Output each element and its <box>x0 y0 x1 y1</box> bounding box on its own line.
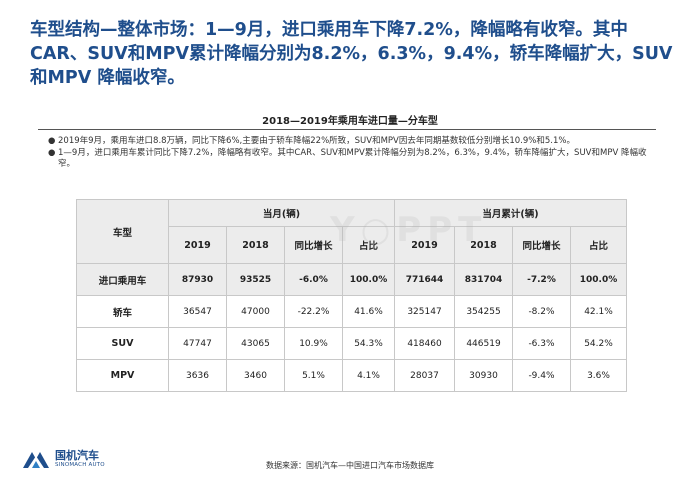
table-cell: 5.1% <box>284 359 343 392</box>
table-cell: 100.0% <box>342 263 395 296</box>
row-label: SUV <box>76 327 169 360</box>
table-title: 2018—2019年乘用车进口量—分车型 <box>262 116 438 127</box>
table-cell: 36547 <box>168 295 227 328</box>
row-label: 轿车 <box>76 295 169 328</box>
table-cell: 87930 <box>168 263 227 296</box>
header-group-cumulative: 当月累计(辆) <box>394 199 627 227</box>
header-model: 车型 <box>76 199 169 264</box>
table-subheader-row: 2019 2018 同比增长 占比 2019 2018 同比增长 占比 <box>77 226 627 264</box>
table-cell: 93525 <box>226 263 285 296</box>
table-cell: -9.4% <box>512 359 571 392</box>
note-item: ● 1—9月，进口乘用车累计同比下降7.2%，降幅略有收窄。其中CAR、SUV和M… <box>48 148 658 171</box>
slide-headline: 车型结构—整体市场：1—9月，进口乘用车下降7.2%，降幅略有收窄。其中CAR、… <box>30 20 673 88</box>
header-col: 占比 <box>570 226 627 264</box>
note-item: ● 2019年9月，乘用车进口8.8万辆，同比下降6%,主要由于轿车降幅22%所致… <box>48 136 658 148</box>
header-col: 同比增长 <box>512 226 571 264</box>
table-cell: 3636 <box>168 359 227 392</box>
table-cell: -22.2% <box>284 295 343 328</box>
notes-list: ● 2019年9月，乘用车进口8.8万辆，同比下降6%,主要由于轿车降幅22%所致… <box>48 136 658 171</box>
header-col: 2019 <box>168 226 227 264</box>
table-cell: 4.1% <box>342 359 395 392</box>
table-cell: 43065 <box>226 327 285 360</box>
header-col: 2019 <box>394 226 455 264</box>
table-cell: 10.9% <box>284 327 343 360</box>
header-col: 同比增长 <box>284 226 343 264</box>
header-col: 2018 <box>454 226 513 264</box>
bullet-icon: ● <box>48 147 56 158</box>
table-row: 轿车 36547 47000 -22.2% 41.6% 325147 35425… <box>76 295 627 328</box>
table-cell: 354255 <box>454 295 513 328</box>
title-divider <box>38 129 656 130</box>
sinomach-logo-icon <box>23 452 49 468</box>
table-cell: 3.6% <box>570 359 627 392</box>
table-cell: 28037 <box>394 359 455 392</box>
table-cell: 446519 <box>454 327 513 360</box>
table-cell: -6.0% <box>284 263 343 296</box>
table-cell: 54.2% <box>570 327 627 360</box>
table-cell: 47747 <box>168 327 227 360</box>
table-cell: 30930 <box>454 359 513 392</box>
table-row: MPV 3636 3460 5.1% 4.1% 28037 30930 -9.4… <box>76 359 627 392</box>
logo-name-en: SINOMACH AUTO <box>55 462 105 468</box>
table-cell: 3460 <box>226 359 285 392</box>
table-cell: 831704 <box>454 263 513 296</box>
note-text: 1—9月，进口乘用车累计同比下降7.2%，降幅略有收窄。其中CAR、SUV和MP… <box>58 147 647 170</box>
table-cell: 54.3% <box>342 327 395 360</box>
bullet-icon: ● <box>48 136 56 146</box>
table-cell: 41.6% <box>342 295 395 328</box>
data-source-note: 数据来源：国机汽车—中国进口汽车市场数据库 <box>266 461 434 470</box>
header-col: 占比 <box>342 226 395 264</box>
header-col: 2018 <box>226 226 285 264</box>
logo-name-cn: 国机汽车 <box>55 449 99 462</box>
table-header-row: 车型 当月(辆) 当月累计(辆) <box>76 199 627 264</box>
company-logo: 国机汽车 SINOMACH AUTO <box>22 448 105 470</box>
table-row: 进口乘用车 87930 93525 -6.0% 100.0% 771644 83… <box>76 263 627 296</box>
table-cell: -8.2% <box>512 295 571 328</box>
table-cell: -6.3% <box>512 327 571 360</box>
table-cell: 418460 <box>394 327 455 360</box>
import-volume-table: 车型 当月(辆) 当月累计(辆) 2019 2018 同比增长 占比 2019 … <box>76 199 627 392</box>
header-group-monthly: 当月(辆) <box>168 199 395 227</box>
table-cell: 100.0% <box>570 263 627 296</box>
table-cell: 42.1% <box>570 295 627 328</box>
table-cell: 771644 <box>394 263 455 296</box>
table-cell: 47000 <box>226 295 285 328</box>
table-cell: 325147 <box>394 295 455 328</box>
table-row: SUV 47747 43065 10.9% 54.3% 418460 44651… <box>76 327 627 360</box>
row-label: MPV <box>76 359 169 392</box>
table-cell: -7.2% <box>512 263 571 296</box>
note-text: 2019年9月，乘用车进口8.8万辆，同比下降6%,主要由于轿车降幅22%所致，… <box>58 136 575 146</box>
row-label: 进口乘用车 <box>76 263 169 296</box>
